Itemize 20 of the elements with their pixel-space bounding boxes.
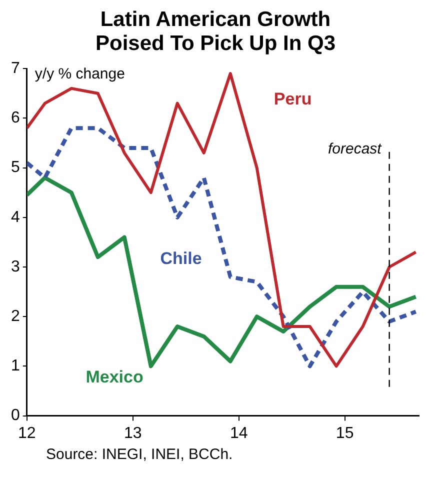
- series-label: Mexico: [86, 367, 144, 386]
- x-tick-label: 15: [336, 424, 354, 442]
- y-tick-label: 3: [10, 258, 20, 276]
- y-tick-label: 2: [10, 308, 20, 326]
- y-tick-label: 4: [10, 208, 20, 226]
- line-series: [26, 126, 418, 368]
- y-tick-label: 0: [10, 407, 20, 424]
- y-axis-title: y/y % change: [34, 66, 125, 83]
- x-tick-label: 13: [124, 424, 142, 442]
- ref-line-label: forecast: [328, 140, 382, 158]
- y-tick-label: 1: [10, 358, 20, 375]
- y-tick-label: 6: [10, 110, 20, 127]
- source-note: Source: INEGI, INEI, BCCh.: [46, 446, 234, 464]
- x-tick-label: 12: [18, 424, 36, 442]
- y-tick-label: 5: [10, 159, 20, 176]
- series-label: Chile: [160, 249, 202, 268]
- series-label: Peru: [274, 90, 312, 109]
- y-tick-label: 7: [10, 60, 20, 78]
- x-tick-label: 14: [230, 424, 248, 442]
- chart-title: Latin American Growth Poised To Pick Up In Q3: [94, 8, 336, 56]
